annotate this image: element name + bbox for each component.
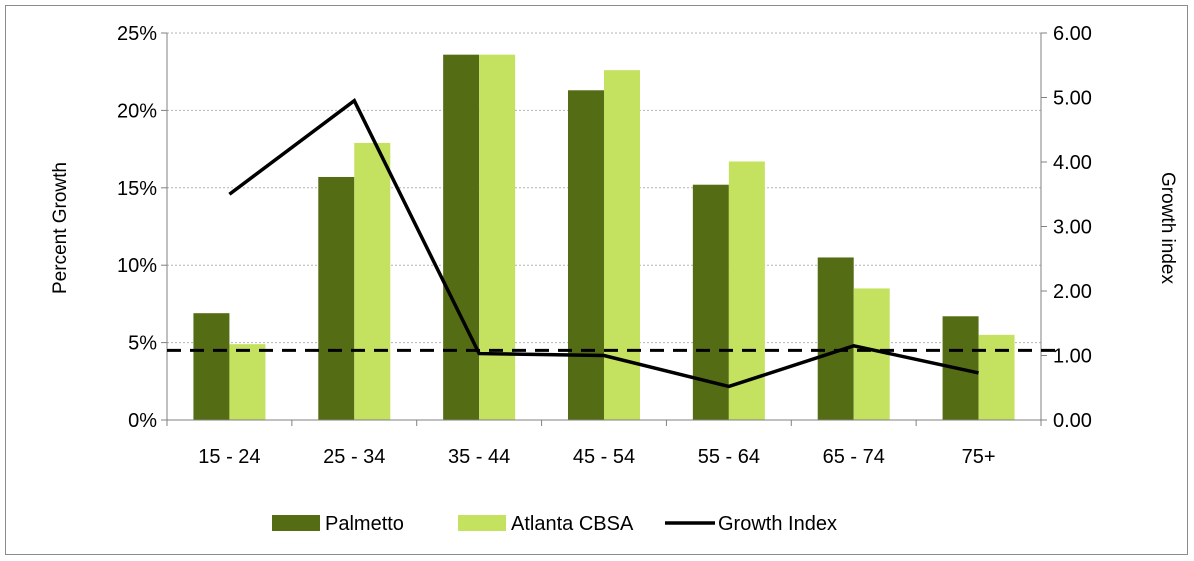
bar-palmetto: [568, 90, 604, 420]
legend-label: Atlanta CBSA: [511, 513, 634, 535]
legend-swatch: [458, 515, 506, 531]
right-tick-label: 2.00: [1053, 281, 1092, 303]
left-axis-ticks: 0% 5% 10% 15% 20% 25%: [117, 23, 157, 432]
bar-atlanta-cbsa: [229, 344, 266, 420]
right-tick-label: 4.00: [1053, 152, 1092, 174]
right-axis-ticks: 0.00 1.00 2.00 3.00 4.00 5.00 6.00: [1053, 23, 1092, 432]
bar-atlanta-cbsa: [978, 334, 1015, 420]
x-tick-label: 55 - 64: [698, 446, 760, 468]
x-tick-label: 15 - 24: [198, 446, 260, 468]
legend-swatch: [272, 515, 320, 531]
bar-atlanta-cbsa: [604, 70, 640, 420]
bar-palmetto: [193, 313, 230, 420]
left-axis-label: Percent Growth: [50, 162, 71, 294]
bar-atlanta-cbsa: [354, 142, 391, 420]
x-tick-label: 65 - 74: [823, 446, 885, 468]
left-tick-label: 10%: [117, 255, 157, 277]
right-axis-label: Growth index: [1157, 172, 1178, 284]
bar-palmetto: [817, 257, 854, 420]
bar-atlanta-cbsa: [479, 54, 516, 421]
x-tick-label: 75+: [962, 446, 996, 468]
bars: [193, 54, 1015, 421]
x-tick-label: 35 - 44: [448, 446, 510, 468]
x-axis-ticks: 15 - 24 25 - 34 35 - 44 45 - 54 55 - 64 65 - …: [198, 446, 995, 468]
bar-palmetto: [443, 54, 480, 421]
left-tick-label: 15%: [117, 178, 157, 200]
growth-index-line: [228, 98, 979, 389]
right-tick-label: 6.00: [1053, 23, 1092, 45]
right-tick-label: 1.00: [1053, 346, 1092, 368]
right-tick-label: 0.00: [1053, 410, 1092, 432]
legend-label: Growth Index: [718, 513, 837, 535]
axes: [161, 32, 1047, 426]
right-tick-label: 5.00: [1053, 88, 1092, 110]
bar-atlanta-cbsa: [853, 288, 890, 420]
x-tick-label: 25 - 34: [323, 446, 385, 468]
left-tick-label: 5%: [128, 333, 157, 355]
left-tick-label: 25%: [117, 23, 157, 45]
legend-label: Palmetto: [325, 513, 404, 535]
bar-palmetto: [318, 176, 355, 420]
growth-index-line-group: [228, 98, 979, 389]
left-tick-label: 0%: [128, 410, 157, 432]
x-tick-label: 45 - 54: [573, 446, 635, 468]
legend: Palmetto Atlanta CBSA Growth Index: [272, 513, 837, 535]
left-tick-label: 20%: [117, 100, 157, 122]
right-tick-label: 3.00: [1053, 217, 1092, 239]
